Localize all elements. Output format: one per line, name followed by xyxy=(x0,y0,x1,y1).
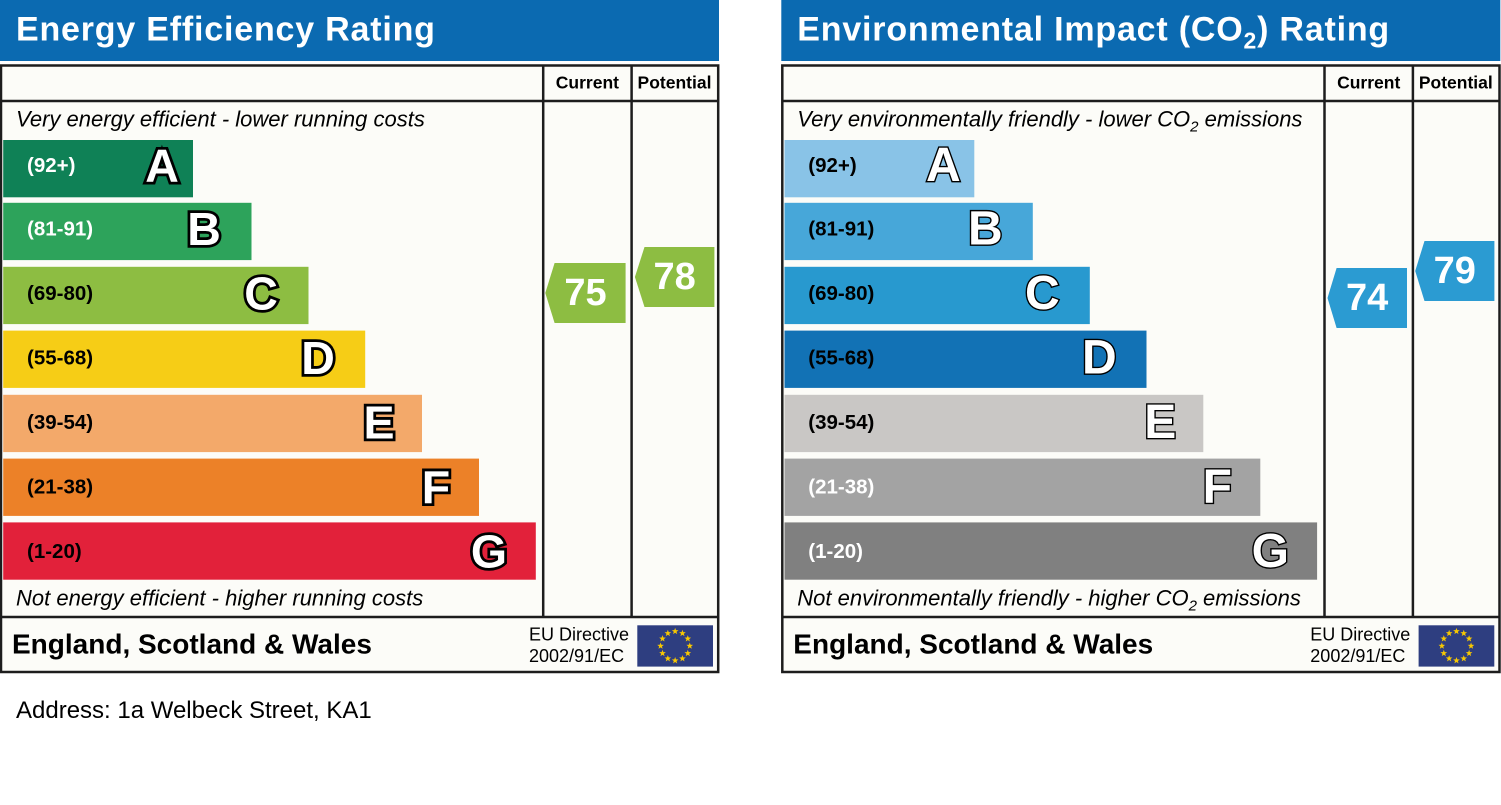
svg-text:(21-38): (21-38) xyxy=(27,476,93,499)
svg-text:(92+): (92+) xyxy=(27,154,75,177)
svg-text:Potential: Potential xyxy=(1419,73,1493,93)
svg-text:2002/91/EC: 2002/91/EC xyxy=(529,646,624,666)
svg-text:Very energy efficient - lower: Very energy efficient - lower running co… xyxy=(16,107,425,132)
svg-text:D: D xyxy=(301,332,335,384)
svg-text:B: B xyxy=(968,203,1003,256)
svg-text:(21-38): (21-38) xyxy=(808,476,874,499)
svg-text:2002/91/EC: 2002/91/EC xyxy=(1310,646,1405,666)
svg-text:England, Scotland & Wales: England, Scotland & Wales xyxy=(12,629,372,660)
svg-text:(69-80): (69-80) xyxy=(27,282,93,305)
svg-text:(1-20): (1-20) xyxy=(808,540,863,563)
svg-text:C: C xyxy=(244,268,278,320)
svg-text:Environmental Impact (CO2) Rat: Environmental Impact (CO2) Rating xyxy=(797,11,1390,54)
svg-text:79: 79 xyxy=(1434,250,1476,292)
svg-text:D: D xyxy=(1082,331,1117,384)
svg-text:F: F xyxy=(1203,461,1232,514)
svg-text:G: G xyxy=(1252,525,1289,578)
svg-text:(55-68): (55-68) xyxy=(27,346,93,369)
svg-text:(39-54): (39-54) xyxy=(808,411,874,434)
svg-text:(55-68): (55-68) xyxy=(808,346,874,369)
svg-text:74: 74 xyxy=(1346,277,1388,319)
svg-text:75: 75 xyxy=(564,272,606,314)
svg-text:B: B xyxy=(187,203,221,255)
svg-text:Address: 1a Welbeck Street, KA: Address: 1a Welbeck Street, KA1 xyxy=(16,697,372,724)
svg-text:Energy Efficiency Rating: Energy Efficiency Rating xyxy=(16,11,436,49)
svg-text:E: E xyxy=(1144,396,1176,449)
svg-text:Current: Current xyxy=(1337,73,1400,93)
svg-text:(81-91): (81-91) xyxy=(808,218,874,241)
svg-text:Very environmentally friendly: Very environmentally friendly - lower CO… xyxy=(797,107,1302,136)
svg-text:(69-80): (69-80) xyxy=(808,282,874,305)
svg-text:EU Directive: EU Directive xyxy=(529,625,629,645)
svg-text:E: E xyxy=(363,397,394,449)
svg-text:Potential: Potential xyxy=(638,73,712,93)
svg-text:F: F xyxy=(422,461,450,513)
svg-text:A: A xyxy=(926,139,961,192)
svg-text:78: 78 xyxy=(653,256,695,298)
svg-text:(1-20): (1-20) xyxy=(27,540,82,563)
svg-text:Current: Current xyxy=(556,73,619,93)
svg-text:Not energy efficient - higher: Not energy efficient - higher running co… xyxy=(16,586,423,611)
svg-text:(81-91): (81-91) xyxy=(27,218,93,241)
svg-text:England, Scotland & Wales: England, Scotland & Wales xyxy=(793,629,1153,660)
svg-text:(39-54): (39-54) xyxy=(27,411,93,434)
svg-text:G: G xyxy=(471,525,507,577)
svg-text:(92+): (92+) xyxy=(808,154,856,177)
svg-text:A: A xyxy=(145,140,179,192)
svg-text:EU Directive: EU Directive xyxy=(1310,625,1410,645)
svg-text:Not environmentally friendly -: Not environmentally friendly - higher CO… xyxy=(797,586,1301,615)
svg-text:C: C xyxy=(1025,267,1060,320)
